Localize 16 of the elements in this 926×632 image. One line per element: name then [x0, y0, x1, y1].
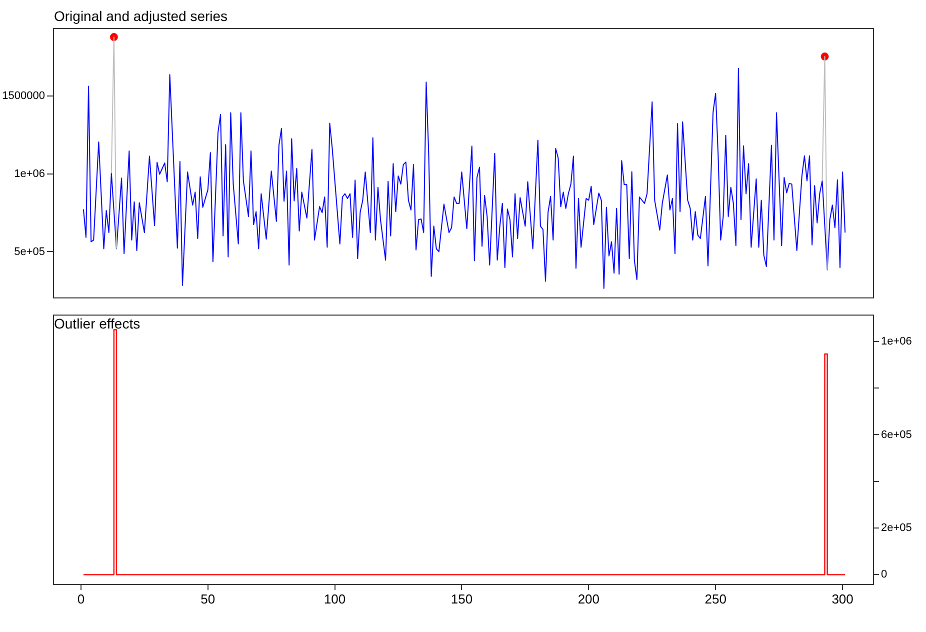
x-tick-label: 0: [77, 591, 85, 606]
y2-tick-label: 1e+06: [881, 335, 912, 348]
y2-tick-label: 2e+05: [881, 522, 912, 534]
chart-title: Outlier effects: [54, 315, 140, 332]
y-tick-label: 1500000: [2, 90, 45, 102]
x-tick-label: 300: [832, 591, 854, 606]
y-tick-label: 1e+06: [14, 168, 45, 180]
y2-tick-label: 0: [881, 568, 888, 581]
x-tick-label: 150: [450, 591, 473, 606]
x-tick-label: 50: [200, 591, 216, 606]
y2-tick-label: 6e+05: [881, 428, 912, 441]
x-tick-label: 100: [324, 591, 346, 606]
x-tick-label: 250: [704, 591, 726, 606]
x-tick-label: 200: [578, 591, 600, 606]
chart-title: Original and adjusted series: [54, 8, 228, 24]
y-tick-label: 5e+05: [14, 246, 45, 258]
